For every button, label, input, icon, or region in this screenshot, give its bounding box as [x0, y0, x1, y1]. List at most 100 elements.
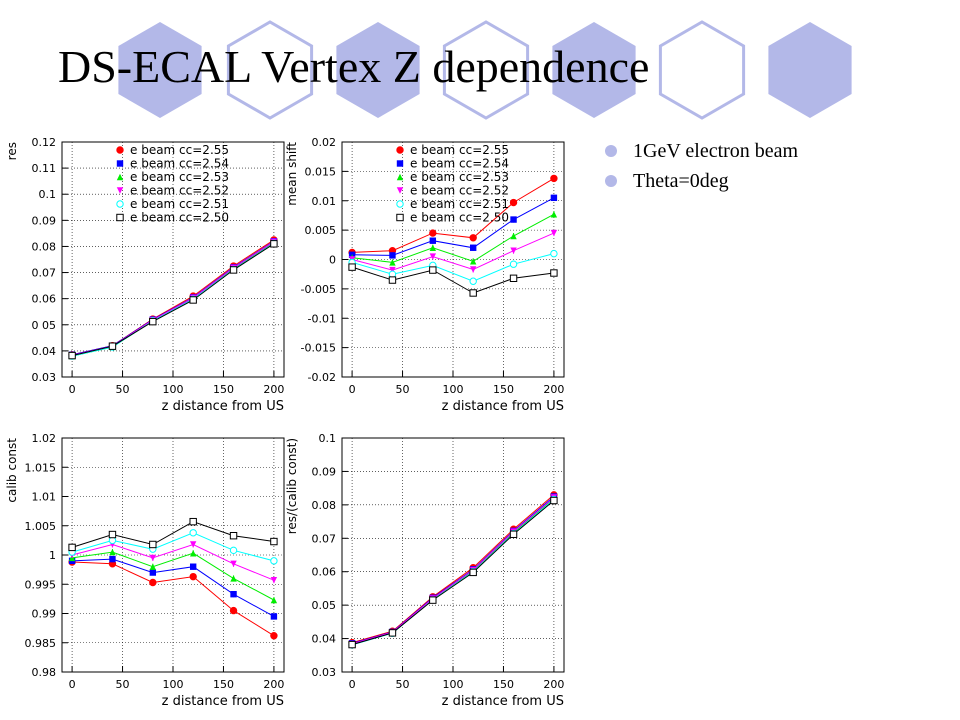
series-line: [352, 177, 555, 253]
y-tick-label: 1.005: [25, 520, 57, 533]
y-tick-label: 0.06: [32, 293, 57, 306]
data-point: [270, 537, 278, 546]
y-tick-label: 0.04: [32, 345, 57, 358]
hexagon-shape: [226, 20, 314, 120]
data-point: [68, 543, 76, 552]
series-group: [348, 249, 558, 285]
x-tick-label: 200: [543, 678, 564, 691]
legend-marker: [116, 187, 124, 194]
hexagon-shape: [336, 22, 420, 118]
legend-entry: e beam cc=2.52: [130, 184, 229, 198]
hexagon-shape: [442, 20, 530, 120]
data-point: [109, 548, 116, 556]
legend-marker: [116, 213, 124, 222]
data-point: [429, 244, 437, 251]
legend-marker: [116, 173, 124, 181]
data-point: [270, 557, 278, 565]
data-point: [469, 289, 477, 297]
x-tick-label: 100: [443, 678, 464, 691]
legend-entry: e beam cc=2.54: [410, 157, 509, 171]
bullet-dot-icon: [605, 175, 617, 187]
data-point: [550, 269, 558, 277]
y-tick-label: 0.08: [312, 499, 337, 512]
data-point: [469, 244, 477, 251]
series-line: [71, 521, 274, 548]
data-point: [230, 560, 237, 567]
y-tick-label: -0.01: [308, 312, 336, 325]
data-point: [149, 317, 157, 326]
y-tick-label: 0.07: [312, 532, 337, 545]
slide-title: DS-ECAL Vertex Z dependence: [58, 41, 650, 92]
legend-marker: [116, 200, 124, 208]
legend-entry: e beam cc=2.53: [130, 170, 229, 184]
legend-marker: [116, 160, 124, 167]
data-point: [510, 232, 517, 240]
x-tick-label: 150: [493, 383, 514, 396]
chart-calib-const-vs-z: 0.98 0.985 0.99 0.995 1 1.005 1.01 1.015 1.02 0 50…: [5, 432, 285, 709]
data-point: [469, 277, 477, 285]
y-tick-label: 0.05: [312, 599, 337, 612]
data-point: [550, 174, 558, 183]
y-tick-label: -0.02: [308, 371, 336, 384]
chart-res-vs-z: 0.03 0.04 0 05 0.06 0.07 0.08 0.09 0.1 0.11 0.12 0…: [5, 136, 285, 414]
y-tick-label: 0.12: [32, 136, 57, 149]
hexagon-shape: [118, 22, 202, 118]
legend-entry: e beam cc=2.50: [410, 211, 509, 225]
y-tick-label: 0.03: [32, 371, 57, 384]
x-tick-label: 0: [349, 678, 356, 691]
y-tick-label: 0 05: [32, 319, 57, 332]
series-line: [351, 266, 554, 294]
legend-marker: [396, 200, 404, 208]
data-point: [550, 249, 558, 258]
data-point: [149, 540, 157, 549]
data-point: [469, 258, 477, 265]
y-tick-label: 0: [329, 254, 336, 267]
legend-marker: [396, 187, 404, 194]
data-point: [229, 546, 238, 555]
series-line: [71, 532, 275, 562]
data-point: [348, 263, 356, 271]
hexagon-shape: [552, 22, 636, 118]
y-tick-label: 1: [49, 549, 56, 562]
y-axis-label: mean shift: [285, 142, 299, 206]
y-tick-label: 0.08: [32, 240, 57, 253]
x-tick-label: 50: [116, 678, 130, 691]
legend-entry: e beam cc=2.55: [410, 143, 509, 157]
data-point: [108, 342, 117, 350]
series-line: [71, 243, 275, 357]
hexagon-shape: [768, 22, 852, 118]
series-group: [68, 529, 278, 565]
y-tick-label: 0.1: [319, 432, 337, 445]
data-point: [509, 198, 518, 207]
x-tick-label: 200: [263, 383, 284, 396]
data-point: [510, 216, 517, 223]
data-point: [469, 266, 477, 273]
data-point: [189, 517, 197, 526]
y-tick-label: 0.04: [312, 633, 337, 646]
data-point: [68, 351, 76, 360]
y-tick-label: 1.02: [32, 432, 57, 445]
legend-entry: e beam cc=2.51: [130, 197, 229, 211]
hexagon-shape: [658, 20, 746, 120]
x-axis-label: z distance from US: [162, 399, 284, 414]
legend-marker: [396, 160, 404, 167]
legend-marker: [396, 213, 404, 222]
x-tick-label: 150: [213, 678, 234, 691]
data-point: [149, 569, 157, 576]
data-point: [270, 240, 278, 248]
x-tick-label: 100: [443, 383, 464, 396]
legend: e beam cc=2.55e beam cc=2.54e beam cc=2.…: [116, 143, 229, 225]
series-line: [72, 551, 275, 601]
x-tick-label: 150: [213, 383, 234, 396]
data-point: [189, 541, 197, 548]
data-point: [348, 640, 356, 649]
series-group: [68, 555, 278, 620]
series-group: [68, 517, 278, 552]
data-point: [189, 296, 197, 304]
x-tick-label: 150: [493, 678, 514, 691]
bullet-item: 1GeV electron beam: [605, 136, 798, 166]
data-point: [429, 229, 437, 237]
y-tick-label: 0.09: [312, 465, 337, 478]
x-tick-label: 50: [396, 383, 410, 396]
legend-entry: e beam cc=2.50: [130, 211, 229, 225]
